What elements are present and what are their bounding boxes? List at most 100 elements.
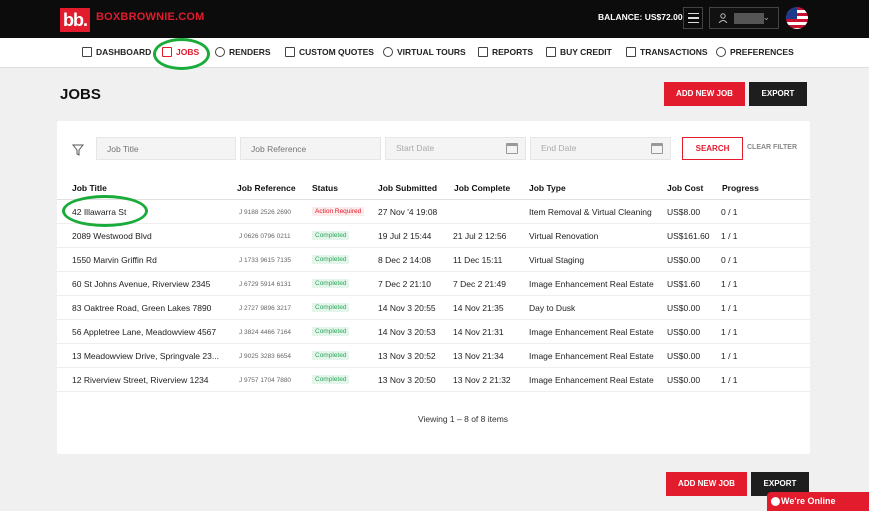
cell-cost: US$0.00 xyxy=(667,351,701,361)
cell-type: Image Enhancement Real Estate xyxy=(529,279,654,289)
add-new-job-button[interactable]: ADD NEW JOB xyxy=(664,82,745,106)
filter-icon[interactable] xyxy=(72,144,84,156)
renders-icon xyxy=(215,47,225,57)
add-new-job-button-bottom[interactable]: ADD NEW JOB xyxy=(666,472,747,496)
cell-title[interactable]: 12 Riverview Street, Riverview 1234 xyxy=(72,375,209,385)
preferences-icon xyxy=(716,47,726,57)
cell-submitted: 13 Nov 3 20:50 xyxy=(378,375,436,385)
balance-display: BALANCE: US$72.00 xyxy=(598,12,683,22)
credit-icon xyxy=(546,47,556,57)
cell-type: Image Enhancement Real Estate xyxy=(529,351,654,361)
chat-online-label: We're Online xyxy=(781,496,836,506)
nav-preferences[interactable]: PREFERENCES xyxy=(716,47,794,57)
cell-complete: 21 Jul 2 12:56 xyxy=(453,231,507,241)
cell-title[interactable]: 83 Oaktree Road, Green Lakes 7890 xyxy=(72,303,212,313)
cell-cost: US$0.00 xyxy=(667,327,701,337)
export-button[interactable]: EXPORT xyxy=(749,82,807,106)
highlight-circle-first-row xyxy=(62,195,148,227)
nav-label: BUY CREDIT xyxy=(560,47,612,57)
cell-progress: 0 / 1 xyxy=(721,255,738,265)
brand-name[interactable]: BOXBROWNIE.COM xyxy=(96,11,205,23)
nav-label: CUSTOM QUOTES xyxy=(299,47,374,57)
table-row[interactable]: 1550 Marvin Griffin Rd J 1733 9615 7135 … xyxy=(57,248,810,272)
cell-title[interactable]: 13 Meadowview Drive, Springvale 23... xyxy=(72,351,219,361)
nav-buy-credit[interactable]: BUY CREDIT xyxy=(546,47,612,57)
nav-reports[interactable]: REPORTS xyxy=(478,47,533,57)
hamburger-icon-line xyxy=(687,21,699,24)
chat-online-widget[interactable]: We're Online xyxy=(767,492,869,511)
table-row[interactable]: 83 Oaktree Road, Green Lakes 7890 J 2727… xyxy=(57,296,810,320)
nav-custom-quotes[interactable]: CUSTOM QUOTES xyxy=(285,47,374,57)
cell-complete: 14 Nov 21:35 xyxy=(453,303,504,313)
table-row[interactable]: 2089 Westwood Blvd J 0626 0796 0211 Comp… xyxy=(57,224,810,248)
table-row[interactable]: 13 Meadowview Drive, Springvale 23... J … xyxy=(57,344,810,368)
calendar-icon[interactable] xyxy=(651,143,663,154)
status-badge: Completed xyxy=(312,303,350,312)
nav-label: REPORTS xyxy=(492,47,534,57)
us-flag-icon[interactable] xyxy=(786,7,808,29)
col-progress[interactable]: Progress xyxy=(722,183,759,193)
nav-dashboard[interactable]: DASHBOARD xyxy=(82,47,151,57)
cell-submitted: 8 Dec 2 14:08 xyxy=(378,255,431,265)
col-job-reference[interactable]: Job Reference xyxy=(237,183,296,193)
nav-label: PREFERENCES xyxy=(730,47,794,57)
status-badge: Completed xyxy=(312,351,350,360)
nav-transactions[interactable]: TRANSACTIONS xyxy=(626,47,708,57)
status-badge: Completed xyxy=(312,255,350,264)
start-date-placeholder: Start Date xyxy=(396,143,435,153)
user-icon xyxy=(718,13,728,23)
cell-type: Day to Dusk xyxy=(529,303,576,313)
cell-cost: US$0.00 xyxy=(667,303,701,313)
cell-title[interactable]: 60 St Johns Avenue, Riverview 2345 xyxy=(72,279,211,289)
col-job-title[interactable]: Job Title xyxy=(72,183,107,193)
cell-reference: J 0626 0796 0211 xyxy=(239,233,291,240)
chat-icon xyxy=(771,497,780,506)
cell-title[interactable]: 56 Appletree Lane, Meadowview 4567 xyxy=(72,327,217,337)
start-date-field[interactable]: Start Date xyxy=(385,137,526,160)
nav-virtual-tours[interactable]: VIRTUAL TOURS xyxy=(383,47,466,57)
cell-title[interactable]: 2089 Westwood Blvd xyxy=(72,231,152,241)
job-reference-input[interactable] xyxy=(240,137,381,160)
table-row[interactable]: 42 Illawarra St J 9188 2526 2690 Action … xyxy=(57,200,810,224)
col-job-cost[interactable]: Job Cost xyxy=(667,183,704,193)
user-menu-button[interactable]: ⌄ xyxy=(709,7,779,29)
user-name-redacted xyxy=(734,13,764,24)
pagination-summary: Viewing 1 – 8 of 8 items xyxy=(0,414,869,424)
status-badge: Completed xyxy=(312,375,350,384)
nav-label: RENDERS xyxy=(229,47,271,57)
logo[interactable]: bb. xyxy=(60,8,90,32)
cell-cost: US$0.00 xyxy=(667,255,701,265)
calendar-icon[interactable] xyxy=(506,143,518,154)
clear-filter-link[interactable]: CLEAR FILTER xyxy=(747,144,798,151)
cell-complete: 13 Nov 2 21:32 xyxy=(453,375,511,385)
cell-reference: J 9757 1704 7880 xyxy=(239,377,292,384)
col-status[interactable]: Status xyxy=(312,183,338,193)
cell-progress: 1 / 1 xyxy=(721,303,738,313)
job-title-input[interactable] xyxy=(96,137,236,160)
chevron-down-icon: ⌄ xyxy=(762,12,770,22)
dashboard-icon xyxy=(82,47,92,57)
cell-progress: 1 / 1 xyxy=(721,327,738,337)
table-header-divider xyxy=(57,199,810,200)
cell-reference: J 3824 4466 7164 xyxy=(239,329,292,336)
search-button[interactable]: SEARCH xyxy=(682,137,743,160)
col-job-complete[interactable]: Job Complete xyxy=(454,183,511,193)
cell-title[interactable]: 1550 Marvin Griffin Rd xyxy=(72,255,157,265)
nav-label: DASHBOARD xyxy=(96,47,152,57)
table-row[interactable]: 60 St Johns Avenue, Riverview 2345 J 672… xyxy=(57,272,810,296)
cell-complete: 11 Dec 15:11 xyxy=(453,255,503,265)
top-bar: bb. BOXBROWNIE.COM BALANCE: US$72.00 ⌄ xyxy=(0,0,869,38)
cell-submitted: 13 Nov 3 20:52 xyxy=(378,351,436,361)
table-row[interactable]: 56 Appletree Lane, Meadowview 4567 J 382… xyxy=(57,320,810,344)
highlight-circle-jobs-nav xyxy=(153,38,210,70)
table-row[interactable]: 12 Riverview Street, Riverview 1234 J 97… xyxy=(57,368,810,392)
nav-renders[interactable]: RENDERS xyxy=(215,47,271,57)
cell-type: Item Removal & Virtual Cleaning xyxy=(529,207,652,217)
status-badge: Action Required xyxy=(312,207,365,216)
col-job-submitted[interactable]: Job Submitted xyxy=(378,183,438,193)
col-job-type[interactable]: Job Type xyxy=(529,183,566,193)
end-date-field[interactable]: End Date xyxy=(530,137,671,160)
jobs-card xyxy=(57,121,810,454)
cell-reference: J 9188 2526 2690 xyxy=(239,209,292,216)
menu-button[interactable] xyxy=(683,7,703,29)
